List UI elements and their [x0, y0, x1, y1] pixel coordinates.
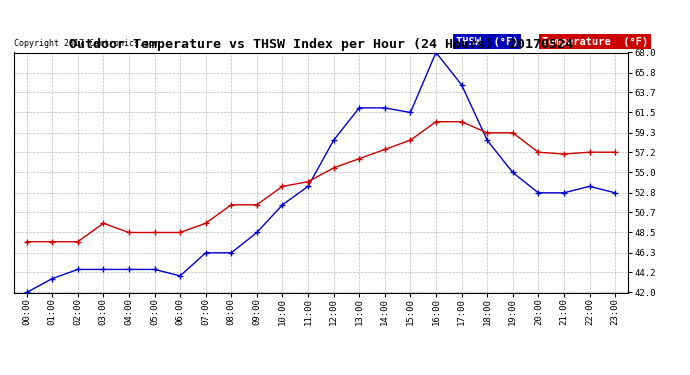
Text: THSW  (°F): THSW (°F)	[456, 36, 518, 46]
Text: Temperature  (°F): Temperature (°F)	[542, 36, 648, 46]
Title: Outdoor Temperature vs THSW Index per Hour (24 Hours)  20170524: Outdoor Temperature vs THSW Index per Ho…	[69, 38, 573, 51]
Text: Copyright 2017 Cartronics.com: Copyright 2017 Cartronics.com	[14, 39, 159, 48]
